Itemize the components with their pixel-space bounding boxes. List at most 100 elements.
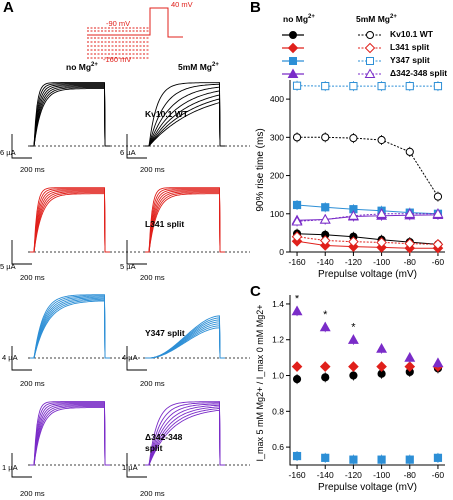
x-tick-label: -80 [404, 257, 417, 267]
data-point [376, 361, 387, 372]
legend-item-kv101-wt: Kv10.1 WT [390, 29, 433, 39]
y-tick-label: 1.2 [272, 335, 284, 345]
row-label-kv101-wt: Kv10.1 WT [145, 109, 188, 119]
data-point [321, 453, 330, 462]
row-label-d342-348-split: split [145, 443, 163, 453]
legend-marker-filled [289, 57, 297, 65]
y-tick-label: 200 [270, 171, 284, 181]
data-point [321, 373, 330, 382]
panel-letter-c: C [250, 283, 261, 300]
x-tick-label: -80 [404, 470, 417, 480]
series-line [296, 214, 439, 221]
data-point [347, 334, 359, 344]
current-trace [30, 403, 110, 466]
x-axis-label: Prepulse voltage (mV) [318, 269, 417, 280]
x-tick-label: -160 [289, 257, 306, 267]
x-axis-label: Prepulse voltage (mV) [318, 482, 417, 493]
x-tick-label: -100 [373, 257, 390, 267]
scale-label-row2-right: 5 µA [120, 262, 136, 271]
row-label-l341-split: L341 split [145, 219, 185, 229]
row-label-y347-split: Y347 split [145, 328, 185, 338]
legend-marker-filled [287, 68, 299, 78]
data-point [292, 133, 302, 142]
current-traces [11, 82, 250, 478]
current-trace [30, 84, 110, 147]
y-tick-label: 300 [270, 132, 284, 142]
scale-label-row1-right: 6 µA [120, 148, 136, 157]
current-trace [30, 187, 110, 253]
legend-marker-filled [289, 31, 297, 39]
current-trace [145, 401, 225, 466]
current-trace [30, 189, 110, 253]
data-point [347, 210, 359, 220]
data-point [432, 208, 444, 218]
data-point [376, 237, 387, 248]
time-bar-label-row2-right: 200 ms [140, 273, 165, 282]
current-trace [30, 190, 110, 253]
significance-asterisk: * [323, 309, 328, 321]
series-line [296, 213, 438, 222]
current-trace [30, 193, 110, 253]
scale-label-row4-right: 1 µA [122, 463, 138, 472]
current-trace [145, 319, 225, 359]
current-trace [30, 402, 110, 466]
time-bar-label-row4-left: 200 ms [20, 489, 45, 498]
current-trace [145, 408, 225, 466]
current-trace [30, 87, 110, 147]
current-trace [145, 98, 225, 147]
y-tick-label: 0.8 [272, 406, 284, 416]
current-trace [145, 188, 225, 253]
scale-bar [11, 240, 32, 265]
scale-bar [11, 346, 32, 371]
scale-label-row3-left: 4 µA [2, 353, 18, 362]
scale-bar [126, 346, 147, 371]
current-trace [30, 88, 110, 147]
current-trace [145, 193, 225, 253]
series-line [297, 136, 439, 197]
data-point [348, 236, 359, 247]
legend-col2-header: 5mM Mg2+ [356, 14, 397, 24]
series-line [296, 204, 439, 215]
scale-bar [126, 240, 147, 265]
column-header-no-mg: no Mg2+ [66, 62, 98, 72]
current-trace [145, 191, 225, 253]
scale-bar [126, 453, 147, 478]
time-bar-label-row4-right: 200 ms [140, 489, 165, 498]
current-trace [30, 406, 110, 466]
column-header-mg: 5mM Mg2+ [178, 62, 219, 72]
data-point [377, 135, 386, 145]
data-point [433, 192, 443, 201]
current-trace [145, 82, 225, 147]
current-trace [30, 401, 110, 466]
y-tick-label: 1.0 [272, 371, 284, 381]
current-trace [30, 294, 110, 359]
protocol-label-minus160mv: -160 mV [103, 55, 132, 64]
current-trace [30, 407, 110, 466]
axes [289, 80, 445, 253]
legend-marker-open [364, 42, 376, 54]
protocol-label-40mv: 40 mV [171, 0, 193, 9]
x-tick-label: -140 [317, 470, 334, 480]
data-point [321, 82, 330, 91]
data-point [291, 231, 303, 243]
data-point [432, 357, 444, 368]
current-trace [145, 90, 225, 147]
data-point [376, 208, 388, 218]
y-tick-label: 0.6 [272, 442, 284, 452]
data-point [292, 81, 302, 90]
axes [289, 295, 445, 466]
data-point [377, 455, 386, 464]
y-axis-label-b: 90% rise time (ms) [255, 128, 266, 211]
x-tick-label: -120 [345, 257, 362, 267]
current-trace [145, 190, 225, 253]
current-trace [30, 86, 110, 147]
panel-letter-a: A [3, 0, 14, 16]
time-bar-label-row1-right: 200 ms [140, 165, 165, 174]
data-point [349, 133, 358, 143]
data-point [404, 352, 416, 362]
significance-asterisk: * [351, 322, 356, 334]
data-point [405, 455, 414, 464]
current-trace [145, 406, 225, 466]
data-point [292, 200, 302, 210]
x-tick-label: -60 [432, 257, 445, 267]
